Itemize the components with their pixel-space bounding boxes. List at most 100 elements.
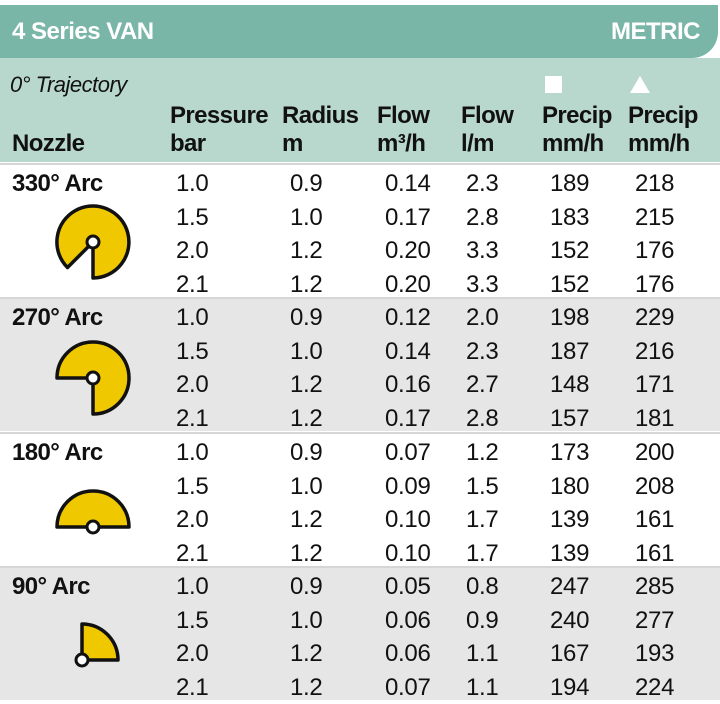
cell-pressure: 1.0 xyxy=(176,167,208,201)
cell-radius: 1.2 xyxy=(290,234,322,268)
cell-flow-m3h: 0.05 xyxy=(385,570,431,604)
cell-flow-lm: 1.5 xyxy=(466,470,498,504)
cell-flow-m3h: 0.16 xyxy=(385,368,431,402)
cell-flow-m3h: 0.14 xyxy=(385,335,431,369)
cell-pressure: 2.0 xyxy=(176,503,208,537)
cell-flow-lm: 2.0 xyxy=(466,301,498,335)
cell-pressure: 1.5 xyxy=(176,201,208,235)
cell-precip-triangle: 193 xyxy=(635,637,674,671)
cell-precip-square: 198 xyxy=(550,301,589,335)
cell-precip-square: 187 xyxy=(550,335,589,369)
header-text: Precip xyxy=(542,102,612,130)
header-text: Radius xyxy=(282,102,358,130)
cell-flow-lm: 3.3 xyxy=(466,234,498,268)
title-bar: 4 Series VAN METRIC xyxy=(0,5,718,58)
header-unit: l/m xyxy=(461,130,513,158)
cell-flow-lm: 3.3 xyxy=(466,268,498,302)
cell-pressure: 2.0 xyxy=(176,637,208,671)
square-spacing-icon xyxy=(545,76,562,93)
cell-radius: 1.2 xyxy=(290,503,322,537)
cell-flow-m3h: 0.09 xyxy=(385,470,431,504)
cell-flow-m3h: 0.20 xyxy=(385,268,431,302)
cell-precip-triangle: 229 xyxy=(635,301,674,335)
cell-flow-m3h: 0.10 xyxy=(385,503,431,537)
cell-precip-triangle: 277 xyxy=(635,604,674,638)
cell-precip-square: 152 xyxy=(550,268,589,302)
cell-precip-square: 247 xyxy=(550,570,589,604)
cell-flow-m3h: 0.14 xyxy=(385,167,431,201)
cell-precip-square: 173 xyxy=(550,436,589,470)
cell-pressure: 1.5 xyxy=(176,335,208,369)
cell-precip-square: 194 xyxy=(550,671,589,704)
cell-radius: 0.9 xyxy=(290,570,322,604)
cell-flow-lm: 2.3 xyxy=(466,167,498,201)
cell-flow-lm: 1.7 xyxy=(466,503,498,537)
cell-flow-lm: 1.1 xyxy=(466,637,498,671)
cell-radius: 0.9 xyxy=(290,167,322,201)
cell-precip-triangle: 224 xyxy=(635,671,674,704)
cell-precip-triangle: 161 xyxy=(635,537,674,571)
cell-precip-triangle: 181 xyxy=(635,402,674,436)
cell-radius: 0.9 xyxy=(290,436,322,470)
header-unit: m³/h xyxy=(377,130,429,158)
header-nozzle: Nozzle xyxy=(12,130,84,158)
header-text: Flow xyxy=(377,102,429,130)
cell-flow-m3h: 0.06 xyxy=(385,637,431,671)
cell-precip-square: 180 xyxy=(550,470,589,504)
units-label: METRIC xyxy=(611,18,700,46)
cell-pressure: 2.0 xyxy=(176,234,208,268)
cell-pressure: 2.1 xyxy=(176,537,208,571)
cell-flow-lm: 2.8 xyxy=(466,402,498,436)
header-unit: bar xyxy=(170,130,268,158)
cell-precip-triangle: 215 xyxy=(635,201,674,235)
cell-radius: 1.0 xyxy=(290,604,322,638)
cell-precip-triangle: 216 xyxy=(635,335,674,369)
cell-precip-triangle: 161 xyxy=(635,503,674,537)
cell-flow-m3h: 0.06 xyxy=(385,604,431,638)
cell-precip-triangle: 218 xyxy=(635,167,674,201)
cell-radius: 1.2 xyxy=(290,368,322,402)
trajectory-label: 0° Trajectory xyxy=(10,72,127,98)
cell-flow-m3h: 0.17 xyxy=(385,402,431,436)
table-row: 2.0 1.2 0.10 1.7 139 161 xyxy=(0,503,720,537)
cell-radius: 1.0 xyxy=(290,201,322,235)
cell-precip-triangle: 176 xyxy=(635,234,674,268)
cell-precip-square: 148 xyxy=(550,368,589,402)
cell-precip-square: 183 xyxy=(550,201,589,235)
cell-pressure: 1.0 xyxy=(176,301,208,335)
cell-pressure: 1.0 xyxy=(176,436,208,470)
header-text: Pressure xyxy=(170,102,268,130)
triangle-spacing-icon xyxy=(630,76,650,93)
cell-radius: 1.2 xyxy=(290,637,322,671)
header-unit: mm/h xyxy=(628,130,698,158)
header-unit: m xyxy=(282,130,358,158)
header-unit: mm/h xyxy=(542,130,612,158)
cell-flow-m3h: 0.10 xyxy=(385,537,431,571)
cell-precip-square: 139 xyxy=(550,503,589,537)
cell-flow-m3h: 0.07 xyxy=(385,671,431,704)
cell-pressure: 2.1 xyxy=(176,268,208,302)
cell-flow-lm: 0.9 xyxy=(466,604,498,638)
cell-radius: 1.2 xyxy=(290,402,322,436)
cell-pressure: 1.0 xyxy=(176,570,208,604)
cell-flow-lm: 0.8 xyxy=(466,570,498,604)
cell-flow-lm: 2.7 xyxy=(466,368,498,402)
